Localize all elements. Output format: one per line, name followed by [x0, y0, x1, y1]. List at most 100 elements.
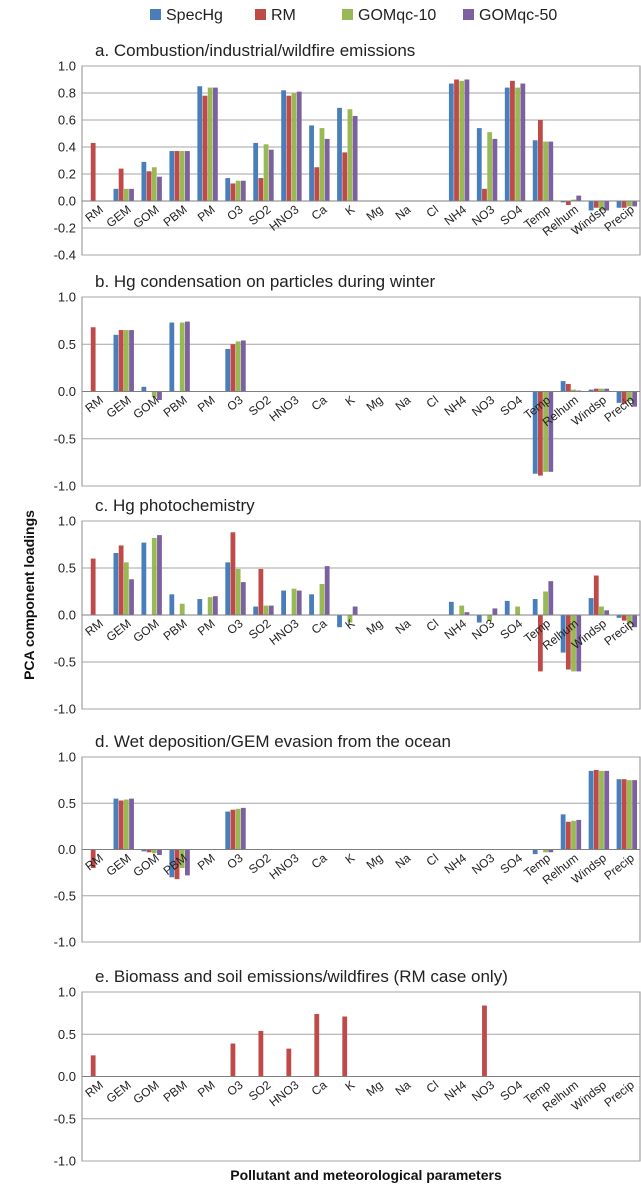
bar-gomqc-10-windsp	[599, 201, 604, 211]
bar-rm-rm	[90, 558, 96, 615]
bar-gomqc-50-so4	[520, 83, 526, 201]
x-tick-label: HNO3	[267, 616, 302, 648]
bar-gomqc-50-gom	[157, 849, 162, 856]
bar-gomqc-10-so2	[263, 144, 269, 201]
bar-rm-o3	[230, 1043, 236, 1077]
bar-gomqc-50-pbm	[185, 849, 190, 876]
x-tick-label: PM	[195, 1078, 218, 1100]
y-tick-label: 1.0	[58, 290, 76, 305]
bar-gomqc-50-o3	[240, 807, 246, 850]
bar-gomqc-10-gom	[151, 849, 157, 854]
bar-gomqc-10-pm	[207, 87, 213, 201]
x-tick-label: GEM	[104, 202, 134, 230]
bar-rm-rm	[90, 1055, 96, 1077]
x-tick-label: Cl	[424, 1078, 442, 1096]
bar-gomqc-50-pm	[212, 87, 218, 201]
bar-gomqc-50-precip	[632, 780, 638, 850]
bar-spechg-hno3	[281, 590, 287, 615]
x-tick-label: NO3	[469, 851, 497, 877]
bar-gomqc-50-relhum	[576, 615, 582, 672]
bar-gomqc-50-windsp	[604, 201, 610, 211]
bar-gomqc-10-pbm	[179, 603, 185, 615]
bar-spechg-gem	[113, 334, 119, 392]
bar-rm-relhum	[565, 821, 571, 850]
legend-label: SpecHg	[166, 7, 223, 24]
bar-rm-temp	[537, 615, 543, 672]
bar-rm-gem	[118, 545, 124, 615]
bar-rm-rm	[90, 142, 96, 201]
x-tick-label: PBM	[161, 202, 190, 229]
bar-spechg-windsp	[588, 389, 594, 392]
bar-gomqc-10-gem	[123, 330, 129, 392]
bar-rm-k	[342, 152, 348, 201]
y-tick-label: 1.0	[58, 985, 76, 1000]
bar-gomqc-50-k	[352, 606, 358, 615]
x-tick-label: SO4	[498, 616, 526, 642]
bar-spechg-pbm	[169, 594, 175, 615]
bar-rm-gom	[146, 171, 152, 201]
x-tick-label: O3	[224, 393, 245, 414]
bar-rm-gem	[118, 330, 124, 392]
y-tick-label: -0.5	[54, 1111, 76, 1126]
bar-gomqc-50-gem	[129, 330, 134, 392]
bar-spechg-gom	[141, 161, 147, 201]
bar-gomqc-50-gem	[129, 798, 134, 850]
bar-rm-temp	[537, 391, 543, 476]
bar-gomqc-50-so2	[268, 605, 274, 615]
bar-gomqc-50-windsp	[604, 388, 610, 392]
bar-gomqc-10-precip	[627, 780, 632, 850]
bar-gomqc-10-gom	[151, 391, 157, 398]
x-tick-label: Ca	[309, 393, 330, 414]
bar-spechg-relhum	[560, 615, 566, 653]
bar-gomqc-50-temp	[548, 581, 554, 615]
bar-rm-rm	[90, 327, 96, 392]
bar-gomqc-10-hno3	[291, 588, 297, 615]
bar-gomqc-10-relhum	[571, 389, 576, 392]
x-tick-label: Precip	[601, 851, 637, 883]
bar-gomqc-10-pm	[207, 597, 213, 615]
bar-spechg-precip	[616, 201, 622, 208]
bar-gomqc-10-no3	[487, 615, 493, 621]
x-tick-label: NH4	[442, 202, 470, 228]
bar-spechg-temp	[532, 599, 538, 615]
x-tick-label: Cl	[424, 616, 442, 634]
bar-spechg-ca	[309, 125, 314, 201]
bar-gomqc-10-o3	[235, 568, 241, 615]
bar-spechg-precip	[616, 779, 622, 850]
bar-gomqc-50-pbm	[185, 321, 190, 392]
bar-spechg-o3	[225, 178, 231, 201]
bar-spechg-o3	[225, 562, 231, 615]
x-tick-label: RM	[82, 1078, 105, 1101]
y-tick-label: 0.0	[58, 842, 76, 857]
y-tick-label: 0.8	[58, 86, 76, 101]
legend-item-spechg: SpecHg	[150, 7, 223, 24]
x-tick-label: HNO3	[267, 1078, 302, 1110]
bar-gomqc-50-precip	[632, 615, 638, 628]
bar-rm-ca	[314, 1013, 320, 1077]
bar-gomqc-10-temp	[543, 391, 548, 472]
x-tick-label: Ca	[309, 1078, 330, 1099]
x-tick-label: HNO3	[267, 851, 302, 883]
x-tick-label: Mg	[364, 616, 386, 637]
bar-gomqc-50-gom	[157, 391, 162, 401]
bar-spechg-pbm	[169, 849, 175, 878]
x-tick-label: Mg	[364, 1078, 386, 1099]
bar-spechg-pbm	[169, 151, 175, 201]
bar-spechg-windsp	[588, 770, 594, 850]
bar-gomqc-10-o3	[235, 808, 241, 850]
bar-spechg-gom	[141, 542, 147, 615]
bar-spechg-precip	[616, 391, 622, 403]
bar-rm-so2	[258, 178, 264, 201]
bar-gomqc-10-windsp	[599, 606, 604, 615]
y-tick-label: 0.0	[58, 384, 76, 399]
bar-gomqc-50-windsp	[604, 610, 610, 615]
bar-gomqc-10-relhum	[571, 820, 576, 850]
bar-gomqc-10-relhum	[571, 199, 576, 201]
bar-rm-hno3	[286, 1048, 292, 1077]
legend-swatch	[342, 9, 353, 20]
bar-rm-o3	[230, 183, 236, 201]
bar-spechg-precip	[616, 615, 622, 618]
bar-gomqc-10-precip	[627, 201, 632, 207]
bar-spechg-relhum	[560, 814, 566, 850]
y-tick-label: -0.4	[54, 248, 76, 263]
